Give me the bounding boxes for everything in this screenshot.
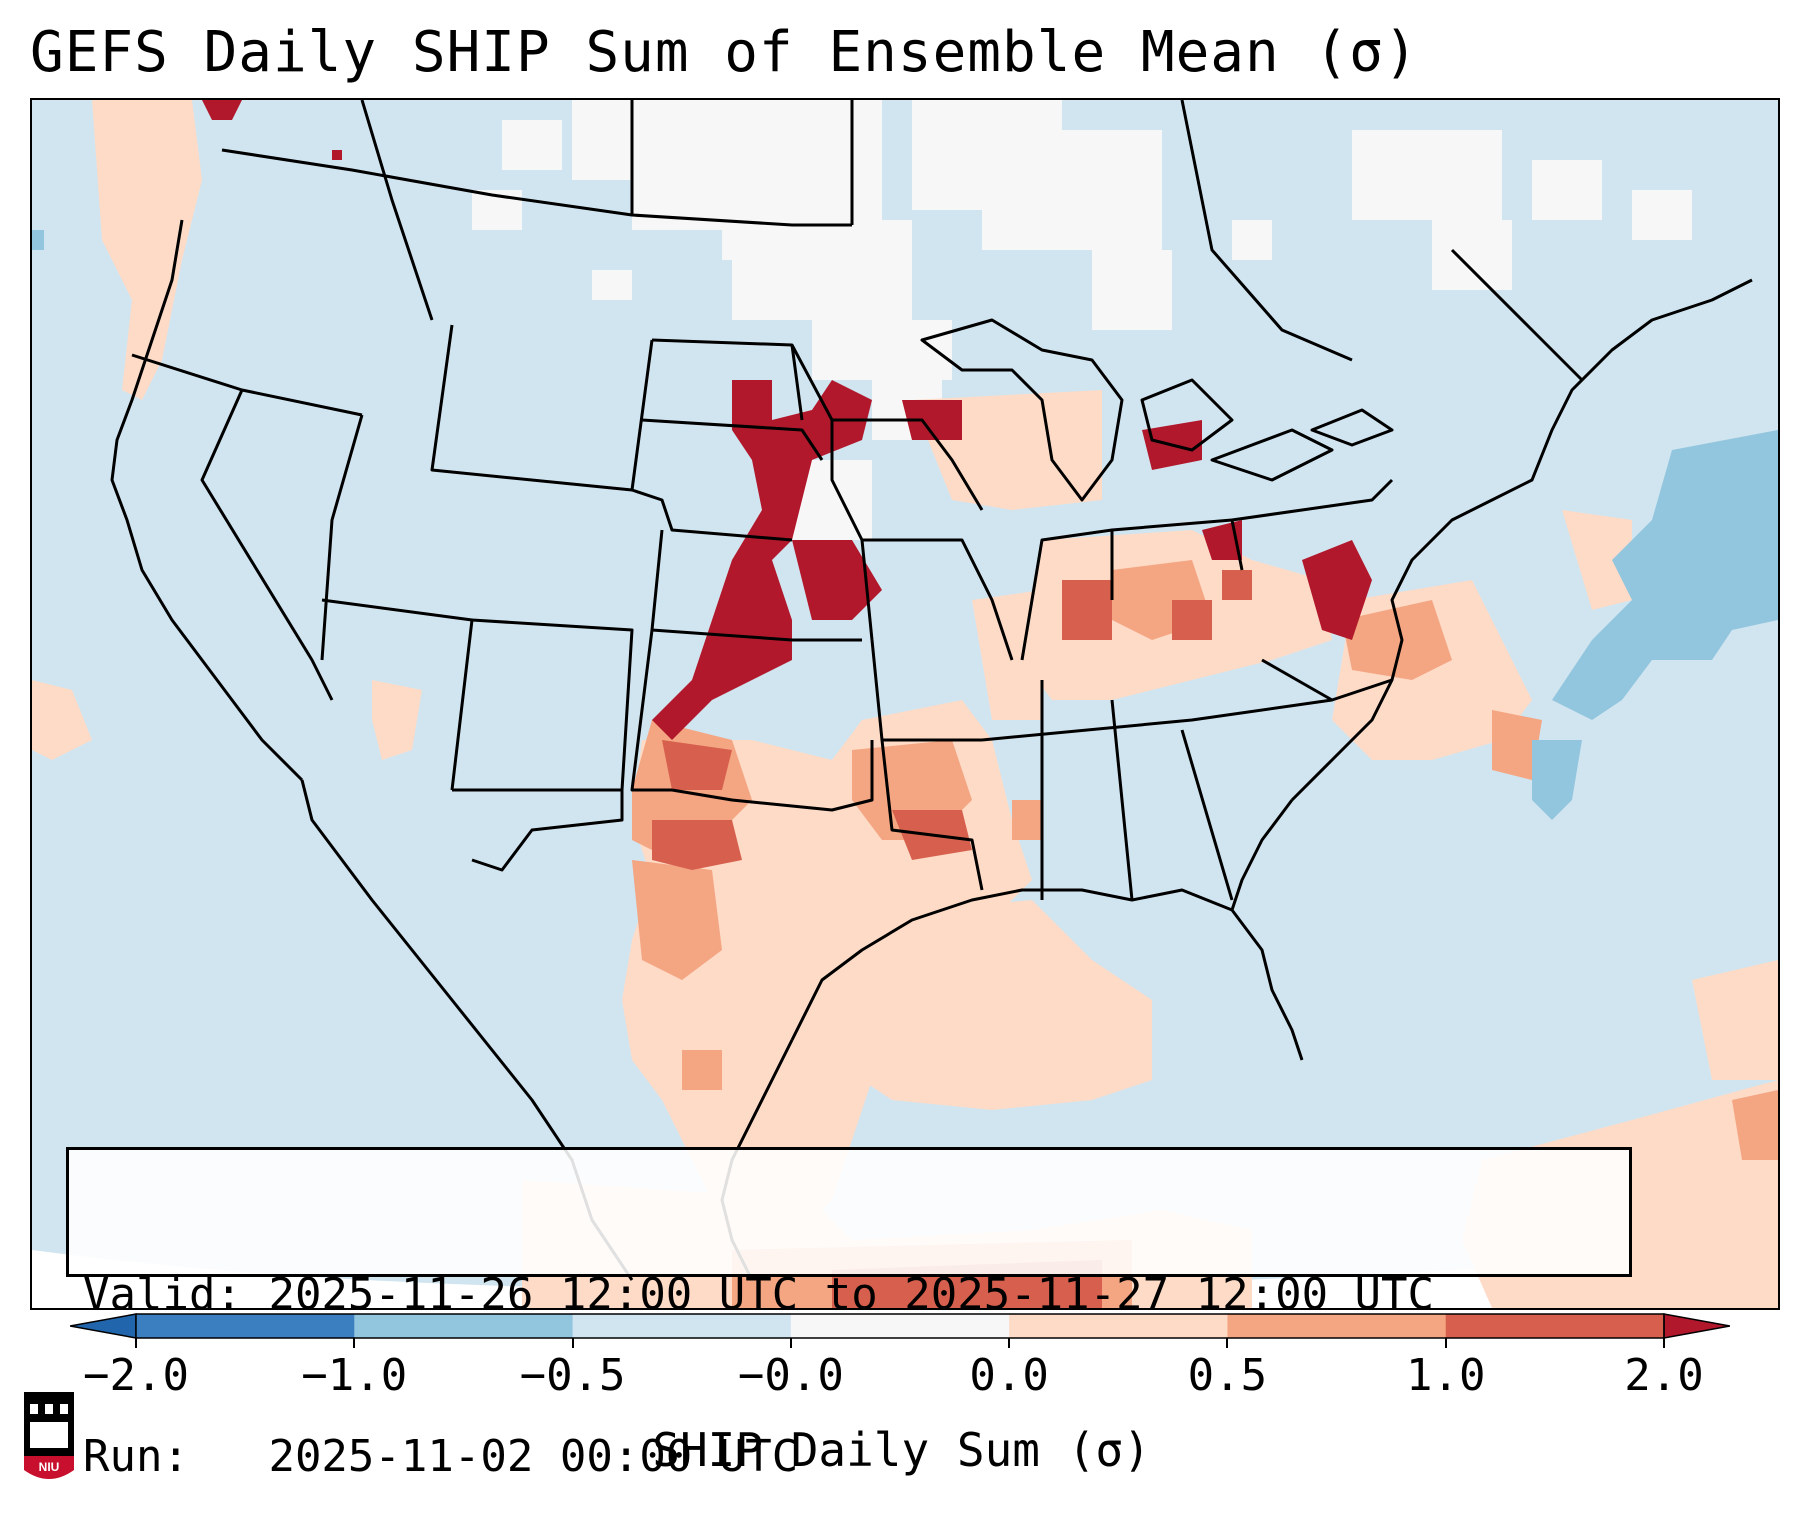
valid-run-info-box: Valid: 2025-11-26 12:00 UTC to 2025-11-2… [66,1147,1632,1482]
map-title: GEFS Daily SHIP Sum of Ensemble Mean (σ) [30,20,1419,85]
projection-edge [32,1250,1778,1308]
colorbar-tick-label: −0.0 [737,1350,844,1401]
colorbar-segment [1227,1314,1447,1338]
map-canvas [32,100,1778,1308]
valid-value: 2025-11-26 12:00 UTC to 2025-11-27 12:00… [268,1269,1435,1320]
colorbar [70,1313,1730,1339]
boundary-lines [110,100,1753,1281]
valid-label: Valid: [83,1269,242,1320]
run-value: 2025-11-02 00:00 UTC [268,1431,799,1482]
valid-row: Valid: 2025-11-26 12:00 UTC to 2025-11-2… [83,1268,1615,1322]
colorbar-segment [790,1314,1010,1338]
colorbar-outline [135,1313,1665,1339]
niu-logo: NIU [24,1392,74,1479]
colorbar-segment [1445,1314,1665,1338]
anomaly-negative-light [32,230,1778,820]
colorbar-tick-mark [1444,1338,1447,1348]
run-label: Run: [83,1431,189,1482]
colorbar-tick-mark [135,1338,137,1348]
colorbar-label: SHIP Daily Sum (σ) [652,1423,1151,1477]
colorbar-tick-mark [353,1338,356,1348]
colorbar-tick-label: 2.0 [1624,1350,1704,1401]
colorbar-tick-label: −2.0 [83,1350,189,1401]
colorbar-tick-mark [571,1338,574,1348]
logo-text: NIU [39,1460,60,1474]
colorbar-extend-high [1663,1313,1730,1339]
colorbar-extend-low [70,1313,137,1339]
colorbar-segment [136,1314,355,1338]
colorbar-tick-mark [1663,1338,1665,1348]
colorbar-tick-mark [789,1338,792,1348]
colorbar-tick-label: 0.0 [969,1350,1049,1401]
near-zero-patches [472,100,1692,540]
colorbar-tick-label: −0.5 [519,1350,626,1401]
colorbar-tick-label: 1.0 [1405,1350,1486,1401]
colorbar-tick-label: 0.5 [1187,1350,1268,1401]
map-panel [30,98,1780,1310]
colorbar-segment [1009,1314,1228,1338]
colorbar-ticks: −2.0 −1.0 −0.5 −0.0 0.0 0.5 1.0 2.0 [0,1338,1803,1402]
colorbar-segment [572,1314,792,1338]
run-row: Run: 2025-11-02 00:00 UTC [83,1430,1615,1484]
colorbar-tick-label: −1.0 [301,1350,408,1401]
colorbar-tick-mark [1226,1338,1229,1348]
colorbar-segment [354,1314,574,1338]
anomaly-positive-extreme [202,100,1372,740]
colorbar-tick-mark [1008,1338,1011,1348]
